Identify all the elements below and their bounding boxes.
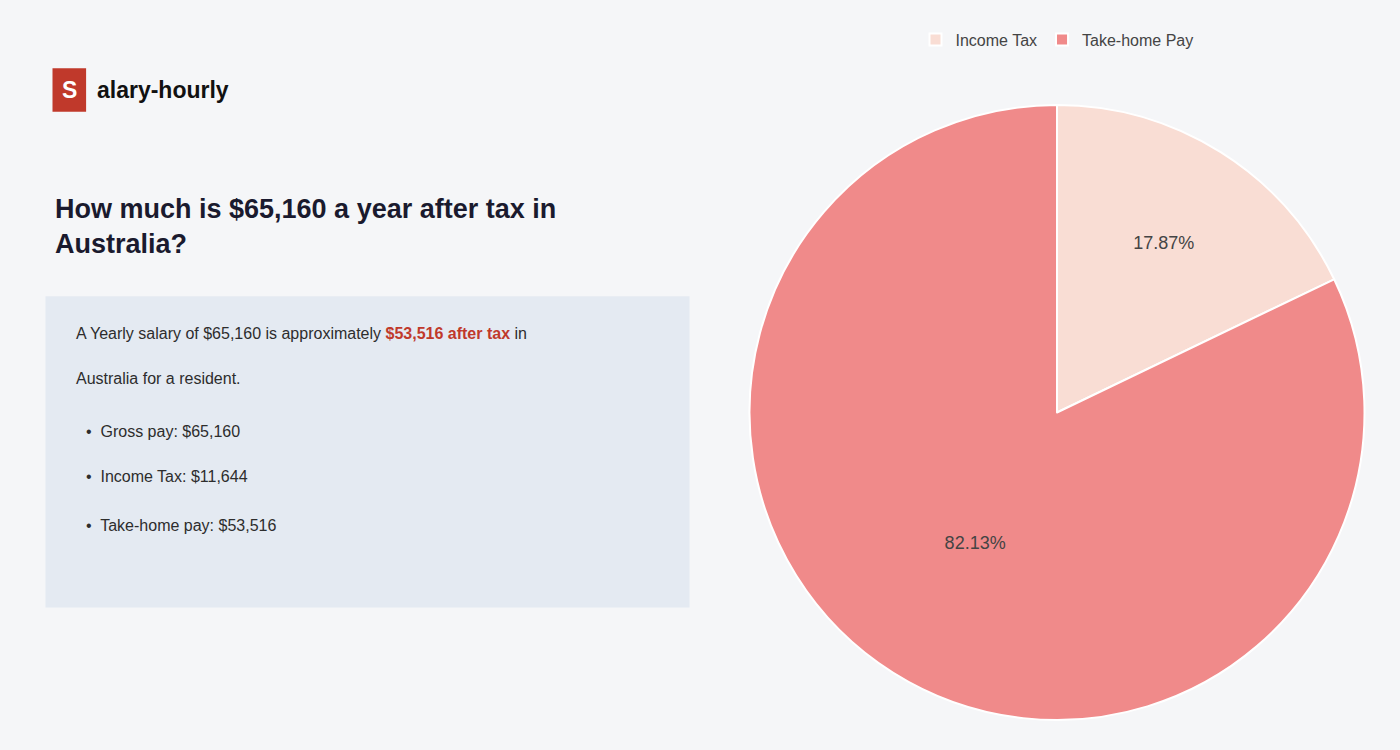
svg-text:S: S bbox=[62, 77, 77, 103]
svg-text:• Income Tax: $11,644: • Income Tax: $11,644 bbox=[86, 468, 248, 485]
svg-text:Income Tax: Income Tax bbox=[956, 32, 1038, 49]
svg-text:How much is $65,160 a year aft: How much is $65,160 a year after tax inA… bbox=[55, 194, 556, 259]
svg-text:A Yearly salary of $65,160 is: A Yearly salary of $65,160 is approximat… bbox=[76, 325, 527, 342]
svg-text:82.13%: 82.13% bbox=[945, 533, 1006, 553]
svg-text:• Take-home pay: $53,516: • Take-home pay: $53,516 bbox=[86, 517, 276, 534]
svg-text:Australia for a resident.: Australia for a resident. bbox=[76, 370, 241, 387]
svg-text:17.87%: 17.87% bbox=[1133, 233, 1194, 253]
svg-text:Take-home Pay: Take-home Pay bbox=[1082, 32, 1193, 49]
svg-text:• Gross pay: $65,160: • Gross pay: $65,160 bbox=[86, 423, 240, 440]
svg-text:alary-hourly: alary-hourly bbox=[97, 77, 229, 103]
